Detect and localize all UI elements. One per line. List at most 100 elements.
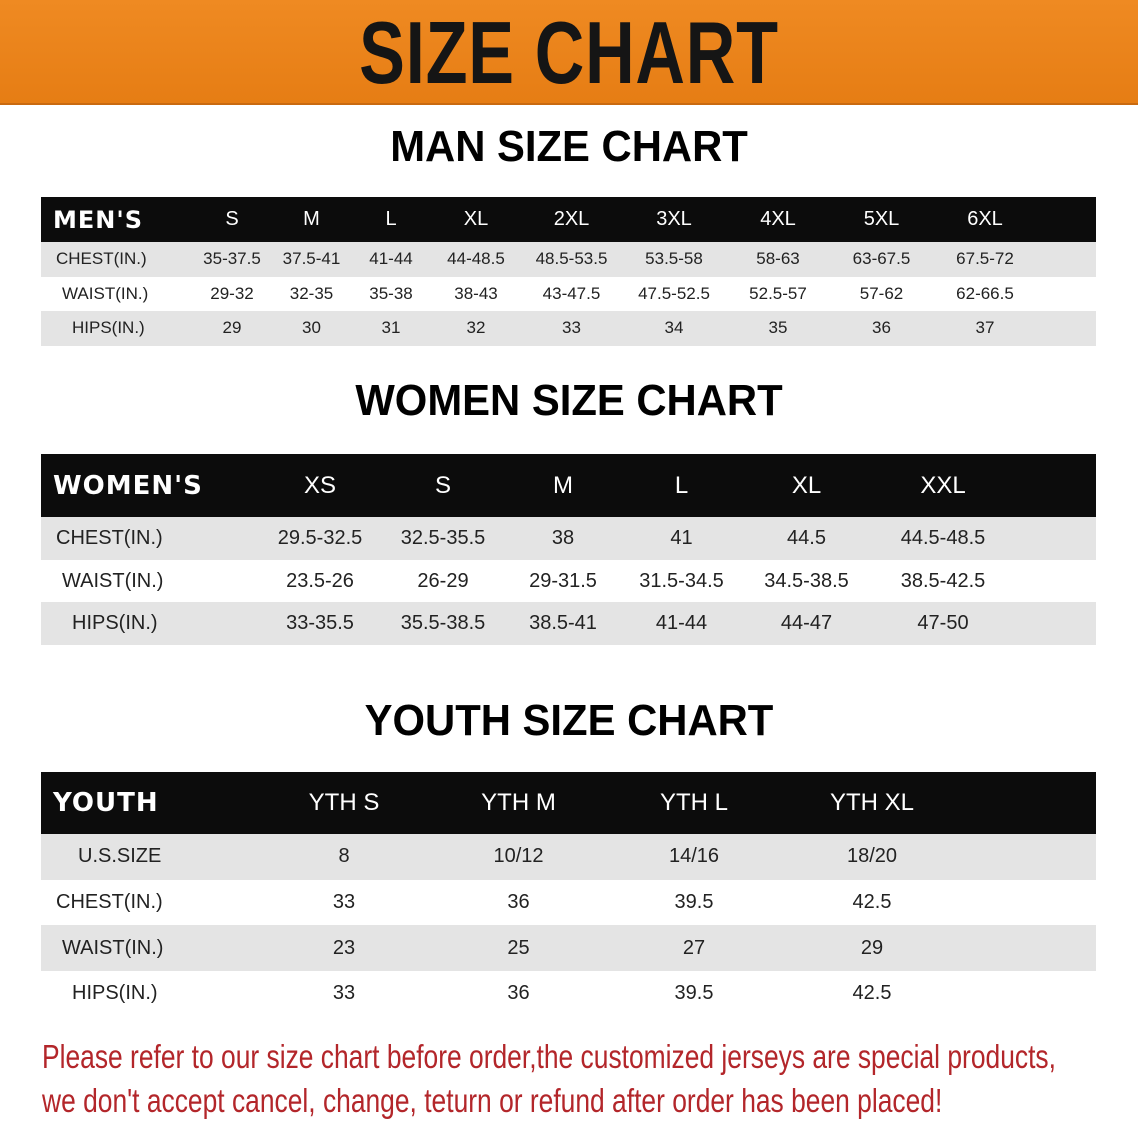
- measurement-cell: 52.5-57: [749, 283, 807, 303]
- size-column-header: M: [303, 208, 320, 230]
- size-column-header: 5XL: [863, 208, 900, 230]
- size-column-header: L: [674, 471, 689, 499]
- measurement-cell: 47-50: [917, 612, 969, 635]
- table-row: WAIST(IN.) 23 25 27 29: [41, 925, 1096, 972]
- measurement-cell: 41-44: [369, 249, 413, 269]
- table-header-row: YOUTH YTH S YTH M YTH L YTH XL: [41, 772, 1096, 834]
- measurement-cell: 35.5-38.5: [400, 612, 486, 635]
- measurement-cell: 29.5-32.5: [277, 526, 363, 549]
- measurement-cell: 33: [562, 318, 581, 338]
- size-column-header: 6XL: [967, 208, 1003, 230]
- measurement-cell: 44.5-48.5: [900, 526, 986, 549]
- size-column-header: 4XL: [760, 208, 796, 230]
- measurement-cell: 53.5-58: [645, 249, 703, 269]
- table-row: WAIST(IN.) 23.5-26 26-29 29-31.5 31.5-34.5 34…: [41, 559, 1096, 603]
- size-column-header: L: [385, 208, 397, 230]
- header-label: MEN'S: [53, 205, 143, 234]
- row-label: U.S.SIZE: [78, 845, 162, 868]
- measurement-cell: 58-63: [756, 249, 800, 269]
- measurement-cell: 42.5: [852, 891, 892, 914]
- row-label: HIPS(IN.): [72, 612, 158, 635]
- row-label: CHEST(IN.): [56, 891, 163, 914]
- size-column-header: M: [553, 471, 573, 499]
- measurement-cell: 23.5-26: [286, 569, 354, 592]
- size-column-header: S: [434, 471, 451, 499]
- measurement-cell: 41: [670, 526, 693, 549]
- size-column-header: XS: [303, 471, 336, 499]
- measurement-cell: 44-48.5: [447, 249, 505, 269]
- table-header-row: WOMEN'S XS S M L XL XXL: [41, 454, 1096, 517]
- measurement-cell: 14/16: [668, 845, 720, 868]
- measurement-cell: 47.5-52.5: [638, 283, 710, 303]
- row-label: HIPS(IN.): [72, 318, 145, 338]
- table-header-row: MEN'S S M L XL 2XL 3XL 4XL 5XL 6XL: [41, 197, 1096, 242]
- measurement-cell: 34.5-38.5: [764, 569, 849, 592]
- measurement-cell: 25: [507, 936, 530, 959]
- size-column-header: XL: [791, 471, 822, 499]
- measurement-cell: 33-35.5: [286, 612, 354, 635]
- measurement-cell: 31: [381, 318, 401, 338]
- measurement-cell: 44.5: [787, 526, 826, 549]
- measurement-cell: 10/12: [493, 845, 544, 868]
- measurement-cell: 8: [338, 845, 350, 868]
- table-row: U.S.SIZE 8 10/12 14/16 18/20: [41, 834, 1096, 880]
- measurement-cell: 39.5: [674, 891, 714, 914]
- row-label: CHEST(IN.): [56, 526, 163, 549]
- measurement-cell: 36: [872, 318, 891, 338]
- measurement-cell: 29: [860, 936, 884, 959]
- measurement-cell: 32-35: [289, 283, 334, 303]
- measurement-cell: 33: [332, 982, 356, 1005]
- size-column-header: YTH S: [308, 789, 380, 816]
- table-row: CHEST(IN.) 35-37.5 37.5-41 41-44 44-48.5 48.5…: [41, 242, 1096, 277]
- measurement-cell: 29: [222, 318, 242, 338]
- header-label: YOUTH: [53, 788, 159, 818]
- measurement-cell: 63-67.5: [852, 249, 911, 269]
- notice-line-2: we don't accept cancel, change, teturn o…: [42, 1082, 943, 1119]
- table-row: HIPS(IN.) 33-35.5 35.5-38.5 38.5-41 41-44 44-…: [41, 602, 1096, 646]
- measurement-cell: 48.5-53.5: [535, 249, 608, 269]
- measurement-cell: 41-44: [655, 612, 708, 635]
- table-row: HIPS(IN.) 29 30 31 32 33 34 35 36 37: [41, 311, 1096, 346]
- main-title: SIZE CHART: [359, 3, 779, 102]
- header-banner: SIZE CHART: [0, 0, 1138, 105]
- measurement-cell: 33: [332, 891, 356, 914]
- size-column-header: XXL: [920, 471, 966, 499]
- measurement-cell: 38: [551, 526, 575, 549]
- measurement-cell: 37: [975, 318, 995, 338]
- measurement-cell: 27: [682, 936, 706, 959]
- row-label: HIPS(IN.): [72, 982, 158, 1005]
- measurement-cell: 26-29: [417, 569, 469, 592]
- measurement-cell: 43-47.5: [542, 283, 601, 303]
- size-column-header: S: [225, 208, 239, 230]
- measurement-cell: 39.5: [674, 982, 714, 1005]
- table-row: CHEST(IN.) 33 36 39.5 42.5: [41, 879, 1096, 926]
- youth-section-title: YOUTH SIZE CHART: [364, 696, 774, 745]
- measurement-cell: 38.5-42.5: [900, 569, 986, 592]
- measurement-cell: 30: [302, 318, 321, 338]
- men-size-table: MEN'S S M L XL 2XL 3XL 4XL 5XL 6XL CHEST(IN.) 35-37…: [41, 197, 1096, 346]
- women-section-title: WOMEN SIZE CHART: [355, 376, 783, 425]
- youth-size-table: YOUTH YTH S YTH M YTH L YTH XL U.S.SIZE 8 10/12…: [41, 772, 1096, 1017]
- measurement-cell: 32: [466, 318, 486, 338]
- measurement-cell: 36: [507, 891, 530, 914]
- measurement-cell: 35: [768, 318, 788, 338]
- row-label: CHEST(IN.): [56, 249, 147, 269]
- row-label: WAIST(IN.): [62, 936, 164, 959]
- size-column-header: 2XL: [553, 208, 590, 230]
- measurement-cell: 32.5-35.5: [400, 526, 486, 549]
- table-row: HIPS(IN.) 33 36 39.5 42.5: [41, 971, 1096, 1017]
- measurement-cell: 44-47: [780, 612, 833, 635]
- size-column-header: YTH XL: [829, 789, 915, 816]
- measurement-cell: 34: [664, 318, 684, 338]
- measurement-cell: 23: [332, 936, 356, 959]
- measurement-cell: 38.5-41: [529, 612, 597, 635]
- women-size-table: WOMEN'S XS S M L XL XXL CHEST(IN.) 29.5-32.5 32.5…: [41, 454, 1096, 646]
- men-section-title: MAN SIZE CHART: [390, 122, 748, 171]
- notice-line-1: Please refer to our size chart before or…: [42, 1038, 1056, 1075]
- size-column-header: YTH L: [659, 789, 728, 816]
- measurement-cell: 35-37.5: [203, 249, 261, 269]
- row-label: WAIST(IN.): [62, 569, 164, 592]
- measurement-cell: 29-31.5: [529, 569, 597, 592]
- size-column-header: 3XL: [656, 208, 692, 230]
- header-label: WOMEN'S: [53, 470, 203, 501]
